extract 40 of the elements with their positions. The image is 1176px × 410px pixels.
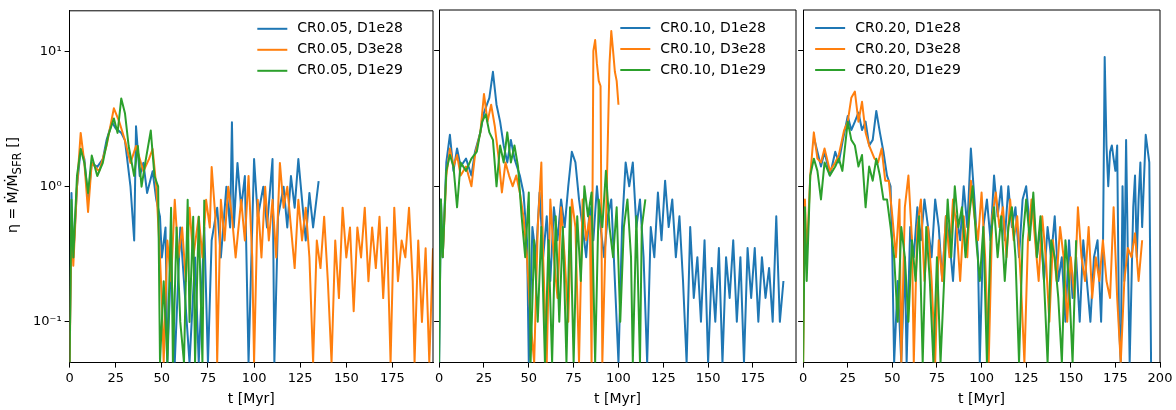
- x-tick-label: 100: [969, 369, 994, 385]
- legend-label: CR0.05, D1e28: [297, 19, 404, 36]
- x-tick-label: 75: [199, 369, 217, 385]
- legend-label: CR0.20, D1e28: [855, 18, 961, 35]
- x-tick-label: 25: [107, 369, 124, 385]
- x-tick-label: 150: [1058, 369, 1084, 385]
- x-tick-label: 125: [650, 369, 676, 385]
- x-tick-label: 25: [475, 369, 493, 385]
- x-tick-label: 25: [839, 369, 857, 385]
- y-tick-label: 10⁻¹: [32, 313, 62, 329]
- legend-label: CR0.20, D1e29: [855, 60, 961, 77]
- legend-label: CR0.05, D1e29: [297, 61, 404, 78]
- x-tick-label: 150: [695, 369, 721, 385]
- legend-label: CR0.10, D1e29: [660, 60, 767, 77]
- x-tick-label: 100: [606, 369, 631, 385]
- x-tick-label: 100: [241, 369, 267, 385]
- y-tick-label: 10⁰: [39, 178, 62, 194]
- x-tick-label: 125: [287, 369, 313, 385]
- x-tick-label: 0: [65, 369, 74, 385]
- x-tick-label: 175: [740, 369, 766, 385]
- x-tick-label: 175: [1102, 369, 1128, 385]
- x-tick-label: 75: [565, 369, 582, 385]
- x-tick-label: 75: [928, 369, 946, 385]
- x-tick-label: 125: [1013, 369, 1039, 385]
- x-tick-label: 175: [380, 369, 405, 385]
- x-tick-label: 0: [798, 369, 808, 385]
- y-tick-label: 10¹: [39, 42, 62, 58]
- x-axis-title: t [Myr]: [594, 390, 642, 407]
- legend-label: CR0.10, D1e28: [660, 18, 767, 35]
- legend-label: CR0.10, D3e28: [660, 39, 767, 56]
- legend-label: CR0.20, D3e28: [855, 39, 961, 56]
- x-axis-title: t [Myr]: [958, 390, 1006, 407]
- x-tick-label: 50: [153, 369, 171, 385]
- x-tick-label: 50: [884, 369, 901, 385]
- x-tick-label: 0: [434, 369, 444, 385]
- x-tick-label: 200: [1147, 369, 1173, 385]
- legend-label: CR0.05, D3e28: [297, 40, 404, 57]
- x-tick-label: 50: [520, 369, 538, 385]
- x-tick-label: 150: [333, 369, 359, 385]
- x-axis-title: t [Myr]: [227, 390, 275, 407]
